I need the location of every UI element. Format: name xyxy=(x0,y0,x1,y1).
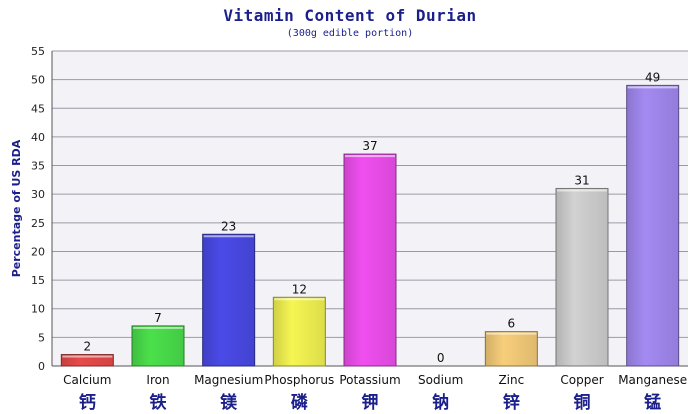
y-tick-label: 55 xyxy=(31,45,45,58)
bar-copper xyxy=(555,187,609,367)
data-label: 37 xyxy=(362,139,377,153)
x-tick-label: Copper xyxy=(560,373,603,387)
bar-highlight xyxy=(274,298,325,301)
x-tick-label-chinese: 锌 xyxy=(503,392,520,413)
y-tick-label: 25 xyxy=(31,217,45,230)
bar-highlight xyxy=(627,86,678,89)
y-tick-label: 45 xyxy=(31,102,45,115)
data-label: 7 xyxy=(154,311,162,325)
x-tick-label: Potassium xyxy=(339,373,400,387)
y-tick-label: 35 xyxy=(31,160,45,173)
x-tick-label: Magnesium xyxy=(194,373,263,387)
y-tick-label: 20 xyxy=(31,245,45,258)
data-label: 49 xyxy=(645,70,660,84)
x-tick-label: Calcium xyxy=(63,373,111,387)
bar-highlight xyxy=(133,326,183,329)
data-label: 6 xyxy=(508,317,516,331)
x-tick-label-chinese: 铁 xyxy=(150,392,167,413)
x-tick-label-chinese: 锰 xyxy=(644,392,661,413)
bar-highlight xyxy=(203,235,254,238)
bar-highlight xyxy=(486,332,537,335)
bar-manganese xyxy=(626,84,680,367)
y-tick-label: 40 xyxy=(31,131,45,144)
bar-highlight xyxy=(62,355,113,358)
data-label: 12 xyxy=(292,282,307,296)
y-tick-label: 0 xyxy=(38,360,45,373)
x-tick-label-chinese: 钠 xyxy=(432,392,449,413)
y-tick-label: 5 xyxy=(38,331,45,344)
bar-iron xyxy=(131,325,185,367)
x-tick-label-chinese: 钾 xyxy=(362,392,379,413)
x-tick-label: Iron xyxy=(146,373,169,387)
x-tick-label-chinese: 铜 xyxy=(574,392,591,413)
x-tick-label-chinese: 钙 xyxy=(79,392,96,413)
bar-phosphorus xyxy=(272,296,326,367)
y-tick-label: 10 xyxy=(31,303,45,316)
x-tick-label: Manganese xyxy=(618,373,687,387)
x-tick-label: Sodium xyxy=(418,373,463,387)
bar-highlight xyxy=(557,189,607,192)
x-tick-label: Phosphorus xyxy=(264,373,334,387)
x-tick-label-chinese: 镁 xyxy=(220,392,237,413)
x-tick-label-chinese: 磷 xyxy=(291,392,309,413)
bar-magnesium xyxy=(202,233,256,367)
y-tick-label: 30 xyxy=(31,188,45,201)
x-tick-label: Zinc xyxy=(498,373,524,387)
chart-title: Vitamin Content of Durian xyxy=(223,6,477,25)
bar-potassium xyxy=(343,153,397,367)
y-tick-label: 50 xyxy=(31,74,45,87)
bar-calcium xyxy=(60,354,114,367)
data-label: 2 xyxy=(84,340,92,354)
chart-subtitle: (300g edible portion) xyxy=(286,28,414,39)
data-label: 0 xyxy=(437,351,445,365)
data-label: 31 xyxy=(574,173,589,187)
y-axis-label: Percentage of US RDA xyxy=(10,139,23,277)
data-label: 23 xyxy=(221,219,236,233)
y-tick-label: 15 xyxy=(31,274,45,287)
bar-zinc xyxy=(484,331,538,367)
bar-highlight xyxy=(345,155,395,158)
